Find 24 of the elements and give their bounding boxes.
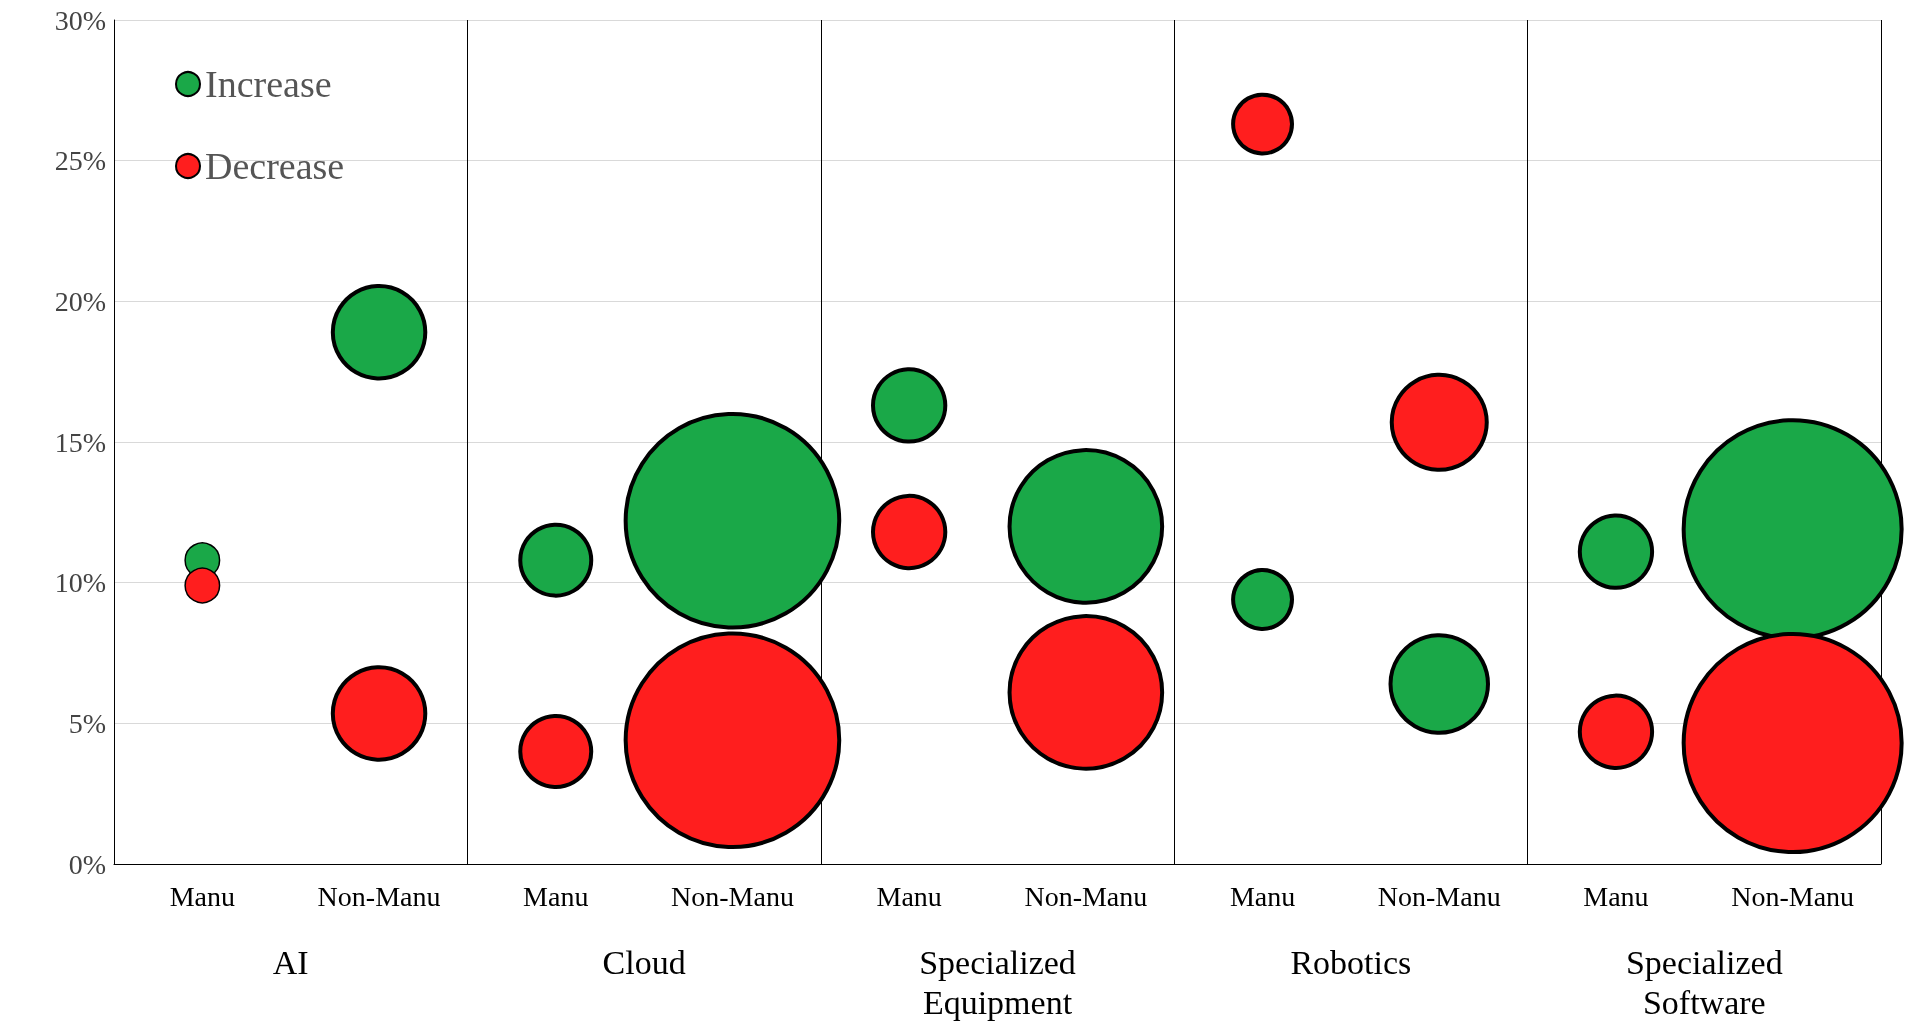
y-tick-label: 30% (54, 4, 106, 36)
x-tick-label: Manu (523, 880, 589, 912)
x-tick-label: Manu (169, 880, 236, 912)
x-tick-label: Manu (1229, 880, 1296, 912)
text: Robotics (1290, 943, 1412, 981)
text: AI (272, 943, 309, 981)
legend-label: Decrease (205, 145, 345, 187)
y-tick-label: 25% (54, 145, 106, 177)
x-tick-label: Non-Manu (1024, 880, 1148, 912)
legend-label: Increase (205, 63, 332, 105)
y-tick-label: 10% (54, 567, 106, 599)
x-tick-label: Manu (1583, 880, 1649, 912)
x-tick-label: Manu (876, 880, 942, 912)
y-tick-label: 20% (54, 285, 106, 317)
y-tick-label: 0% (68, 848, 106, 880)
x-tick-label: Non-Manu (1731, 880, 1855, 912)
y-tick-label: 15% (54, 426, 106, 458)
y-tick-label: 5% (68, 707, 106, 739)
x-tick-label: Non-Manu (317, 880, 441, 912)
text: Specialized Software (1625, 943, 1783, 1021)
x-tick-label: Non-Manu (1377, 880, 1501, 912)
text: Cloud (602, 943, 686, 981)
x-tick-label: Non-Manu (671, 880, 794, 912)
text: Specialized Equipment (919, 943, 1076, 1021)
